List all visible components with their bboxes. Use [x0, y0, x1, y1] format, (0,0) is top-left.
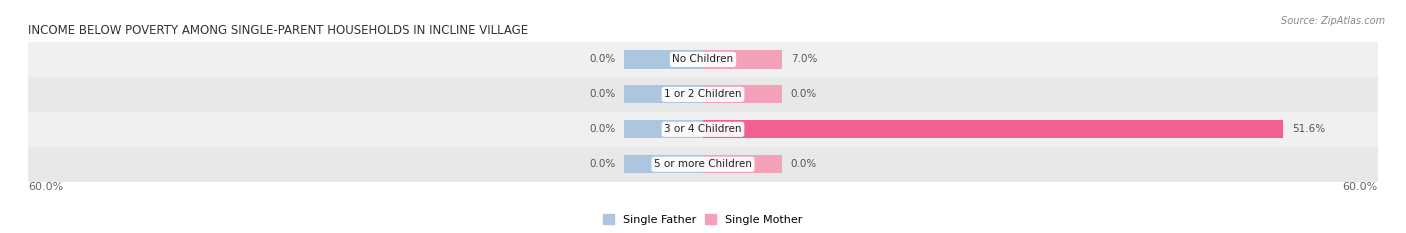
Bar	[624, 50, 703, 69]
Text: 0.0%: 0.0%	[589, 55, 616, 64]
Bar	[28, 147, 1378, 182]
Text: 60.0%: 60.0%	[1343, 182, 1378, 192]
Text: 0.0%: 0.0%	[589, 124, 616, 134]
Text: 0.0%: 0.0%	[589, 89, 616, 99]
Text: INCOME BELOW POVERTY AMONG SINGLE-PARENT HOUSEHOLDS IN INCLINE VILLAGE: INCOME BELOW POVERTY AMONG SINGLE-PARENT…	[28, 24, 529, 37]
Text: 7.0%: 7.0%	[790, 55, 817, 64]
Text: Source: ZipAtlas.com: Source: ZipAtlas.com	[1281, 16, 1385, 26]
Bar	[703, 50, 782, 69]
Text: 60.0%: 60.0%	[28, 182, 63, 192]
Bar	[28, 77, 1378, 112]
Text: 0.0%: 0.0%	[790, 159, 817, 169]
Bar	[703, 85, 782, 103]
Bar	[703, 155, 782, 173]
Bar	[28, 112, 1378, 147]
Bar	[624, 155, 703, 173]
Bar	[624, 85, 703, 103]
Text: 3 or 4 Children: 3 or 4 Children	[664, 124, 742, 134]
Bar	[703, 120, 1284, 138]
Text: 0.0%: 0.0%	[790, 89, 817, 99]
Legend: Single Father, Single Mother: Single Father, Single Mother	[599, 210, 807, 229]
Bar	[624, 120, 703, 138]
Text: 5 or more Children: 5 or more Children	[654, 159, 752, 169]
Text: 1 or 2 Children: 1 or 2 Children	[664, 89, 742, 99]
Text: 51.6%: 51.6%	[1292, 124, 1326, 134]
Text: No Children: No Children	[672, 55, 734, 64]
Bar	[28, 42, 1378, 77]
Text: 0.0%: 0.0%	[589, 159, 616, 169]
